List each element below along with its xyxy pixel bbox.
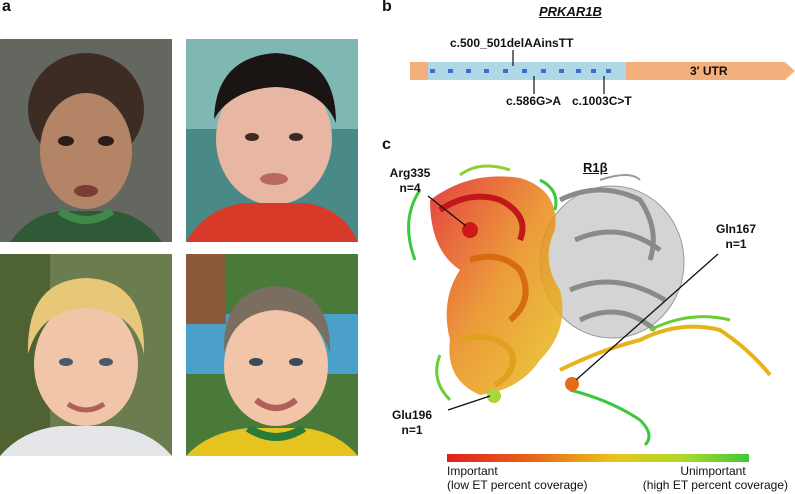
arg335-label: Arg335 n=4	[380, 166, 440, 196]
arg335-pointer	[427, 195, 467, 227]
scale-right-sub: (high ET percent coverage)	[642, 478, 788, 492]
glu196-label: Glu196 n=1	[382, 408, 442, 438]
scale-right-label: Unimportant (high ET percent coverage)	[618, 464, 788, 492]
grey-domain	[539, 174, 685, 339]
gln167-name: Gln167	[715, 222, 757, 236]
gln167-count: n=1	[725, 237, 747, 251]
scale-left-title: Important	[447, 464, 498, 478]
five-prime-utr	[410, 62, 428, 80]
arg335-count: n=4	[399, 181, 421, 195]
patient-photo-4	[186, 254, 358, 456]
three-prime-utr	[626, 62, 795, 80]
protein-name: R1β	[583, 160, 608, 175]
gln167-label: Gln167 n=1	[706, 222, 766, 252]
scale-right-title: Unimportant	[680, 464, 746, 478]
panel-b-letter: b	[382, 0, 392, 15]
patient-photo-2	[186, 39, 358, 242]
gln167-residue	[565, 377, 579, 391]
scale-left-sub: (low ET percent coverage)	[447, 478, 588, 492]
et-coverage-scale-bar	[447, 454, 749, 462]
utr-label: 3′ UTR	[690, 64, 728, 78]
arg335-name: Arg335	[389, 166, 431, 180]
scale-left-label: Important (low ET percent coverage)	[447, 464, 588, 492]
panel-c-letter: c	[382, 136, 391, 153]
glu196-count: n=1	[401, 423, 423, 437]
panel-a-letter: a	[2, 0, 11, 15]
patient-photo-3	[0, 254, 172, 456]
glu196-pointer	[447, 395, 491, 411]
exon-junction-markers	[430, 69, 611, 73]
gene-name: PRKAR1B	[539, 4, 602, 19]
mutation-label-3: c.1003C>T	[572, 94, 632, 108]
gln167-pointer	[575, 253, 719, 381]
glu196-name: Glu196	[391, 408, 433, 422]
mutation-label-1: c.500_501delAAinsTT	[450, 36, 574, 50]
mutation-label-2: c.586G>A	[506, 94, 562, 108]
gene-diagram	[410, 50, 795, 94]
glu196-residue	[487, 389, 501, 403]
patient-photo-1	[0, 39, 172, 242]
